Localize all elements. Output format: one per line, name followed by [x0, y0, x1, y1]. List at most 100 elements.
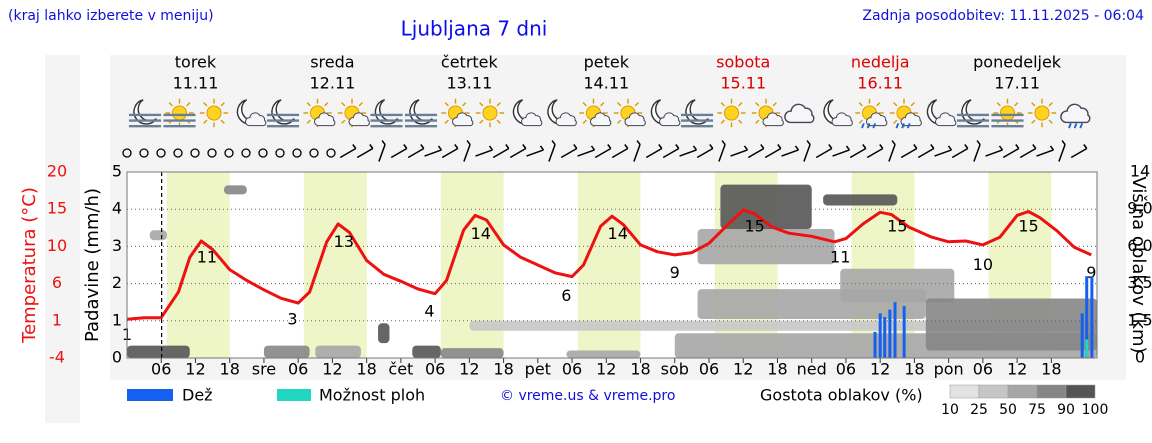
wind-barb	[917, 147, 935, 159]
x-tick-label: 12	[1007, 360, 1027, 379]
temp-tick-label: 6	[52, 273, 62, 292]
wind-feather	[947, 145, 953, 151]
wind-feather	[607, 144, 612, 149]
temp-tick-label: 15	[47, 199, 67, 218]
y-tick-label: 2	[112, 273, 122, 292]
wind-barb	[900, 147, 918, 159]
weather-icon	[164, 98, 195, 128]
cloud-cell	[840, 268, 955, 303]
wind-calm	[207, 148, 217, 158]
wind-feather	[692, 145, 698, 151]
wind-feather	[743, 145, 749, 151]
x-tick-label: 18	[904, 360, 924, 379]
wind-calm	[156, 148, 166, 158]
daylight-band	[303, 172, 367, 358]
wind-barb	[356, 147, 374, 159]
x-tick-label: čet	[388, 360, 413, 379]
wind-barb	[390, 147, 408, 159]
wind-feather	[522, 144, 527, 149]
temp-extreme-label: 11	[197, 247, 217, 266]
legend-swatch	[277, 389, 311, 401]
wind-barb	[985, 149, 1003, 157]
wind-feather	[636, 140, 641, 145]
x-tick-label: 06	[288, 360, 308, 379]
temp-axis-label: Temperatura (°C)	[19, 187, 40, 344]
wind-barb	[577, 149, 595, 157]
temp-extreme-label: 13	[334, 232, 354, 251]
wind-barb	[747, 147, 765, 159]
wind-barb	[441, 147, 459, 159]
y-axis-label: Padavine (mm/h)	[82, 188, 103, 342]
y-tick-label: 4	[112, 199, 122, 218]
wind-calm	[241, 148, 251, 158]
density-title: Gostota oblakov (%)	[760, 386, 923, 405]
wind-feather	[590, 145, 596, 151]
wind-feather	[845, 145, 851, 151]
y2-tick-label: 1.5	[1127, 310, 1152, 329]
wind-barb	[1019, 147, 1037, 159]
wind-calm	[309, 148, 319, 158]
y2-axis-label: Višina oblakov (km)	[1128, 176, 1149, 353]
precip-bar	[1090, 276, 1094, 358]
cloud-cell	[925, 298, 1097, 351]
y-tick-label: 0	[112, 348, 122, 367]
x-tick-label: 06	[151, 360, 171, 379]
wind-barb	[633, 144, 641, 162]
weather-icon	[992, 98, 1023, 128]
day-date: 12.11	[310, 74, 356, 93]
day-date: 15.11	[720, 74, 766, 93]
cloud-cell	[823, 194, 898, 206]
y2-tick-label: 6.0	[1127, 236, 1152, 255]
x-tick-label: ned	[797, 360, 827, 379]
temp-extreme-label: 3	[287, 309, 297, 328]
wind-feather	[573, 144, 578, 149]
wind-barb	[475, 149, 493, 157]
wind-barb	[888, 144, 896, 162]
wind-feather	[466, 140, 471, 145]
wind-calm	[173, 148, 183, 158]
cloud-cell	[697, 229, 835, 265]
day-date: 17.11	[994, 74, 1040, 93]
wind-barb	[764, 147, 782, 159]
weather-icon	[199, 98, 229, 128]
wind-barb	[509, 147, 527, 159]
wind-feather	[828, 144, 833, 149]
temperature-line	[126, 208, 1092, 321]
wind-calm	[326, 148, 336, 158]
y-tick-label: 3	[112, 236, 122, 255]
wind-feather	[964, 144, 969, 149]
wind-barb	[492, 147, 510, 159]
wind-barb	[1058, 144, 1066, 162]
cloud-cell	[127, 345, 190, 358]
x-tick-label: 12	[185, 360, 205, 379]
note: (kraj lahko izberete v meniju)	[8, 8, 214, 24]
temp-extreme-label: 11	[830, 247, 850, 266]
day-name: nedelja	[851, 53, 910, 72]
y-tick-label: 1	[112, 310, 122, 329]
day-name: petek	[584, 53, 630, 72]
cloud-cell	[315, 345, 361, 358]
wind-feather	[862, 144, 867, 149]
x-tick-label: 18	[1041, 360, 1061, 379]
wind-feather	[1083, 144, 1088, 149]
day-name: torek	[175, 53, 217, 72]
wind-feather	[1015, 144, 1020, 149]
wind-feather	[891, 140, 896, 145]
density-tick-label: 25	[970, 402, 988, 418]
x-tick-label: 18	[220, 360, 240, 379]
precip-bar	[1085, 339, 1089, 358]
density-tick-label: 90	[1057, 402, 1075, 418]
cloud-cell	[720, 184, 812, 230]
x-tick-label: 06	[973, 360, 993, 379]
wind-feather	[352, 144, 357, 149]
temp-extreme-label: 15	[887, 216, 907, 235]
wind-barb	[1036, 149, 1054, 157]
legend-swatch	[127, 389, 173, 401]
wind-barb	[548, 144, 556, 162]
x-tick-label: 18	[630, 360, 650, 379]
wind-calm	[275, 148, 285, 158]
temp-extreme-label: 9	[1086, 263, 1096, 282]
wind-feather	[1049, 145, 1055, 151]
temp-axis-band	[45, 55, 80, 423]
